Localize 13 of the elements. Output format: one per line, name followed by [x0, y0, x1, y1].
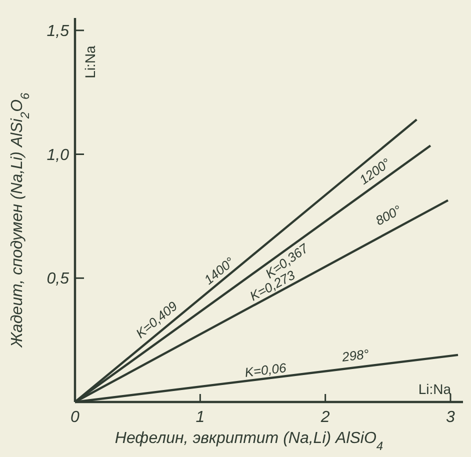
annotation: Li:Na	[82, 45, 98, 78]
x-tick-label: 0	[70, 409, 80, 426]
x-tick-label: 2	[320, 409, 330, 426]
y-tick-label: 0,5	[46, 270, 70, 288]
x-axis-title: Нефелин, эвкриптит (Na,Li) AlSiO$_{4}$	[114, 430, 384, 453]
x-tick-label: 1	[196, 409, 205, 426]
x-tick-label: 3	[446, 409, 456, 426]
annotation: 800°	[372, 202, 404, 228]
text: K=0,06	[244, 360, 288, 380]
y-tick-label: 1,5	[46, 22, 70, 40]
annotation: Li:Na	[418, 381, 452, 397]
y-tick-label: 1,0	[46, 146, 70, 164]
annotation: 298°	[340, 346, 370, 365]
